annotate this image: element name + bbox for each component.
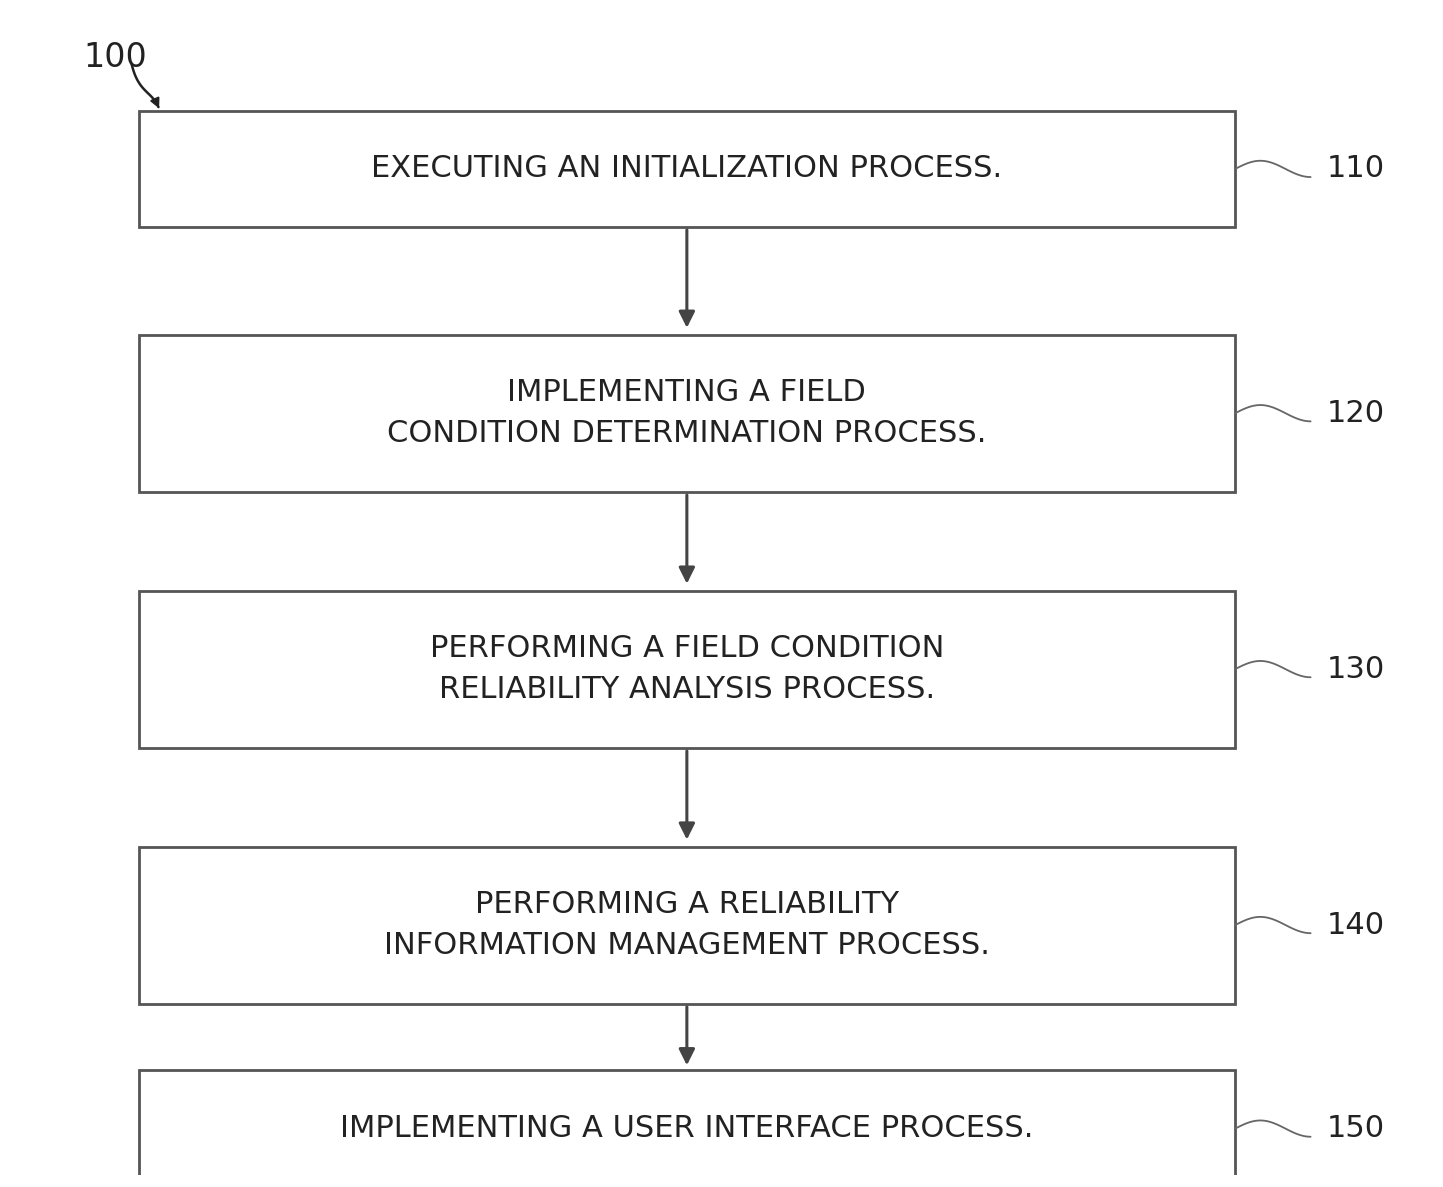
- Text: IMPLEMENTING A USER INTERFACE PROCESS.: IMPLEMENTING A USER INTERFACE PROCESS.: [341, 1115, 1033, 1143]
- Text: EXECUTING AN INITIALIZATION PROCESS.: EXECUTING AN INITIALIZATION PROCESS.: [371, 154, 1003, 184]
- Text: PERFORMING A FIELD CONDITION
RELIABILITY ANALYSIS PROCESS.: PERFORMING A FIELD CONDITION RELIABILITY…: [430, 634, 944, 704]
- Text: 100: 100: [84, 42, 147, 74]
- Text: 140: 140: [1328, 910, 1385, 940]
- Text: PERFORMING A RELIABILITY
INFORMATION MANAGEMENT PROCESS.: PERFORMING A RELIABILITY INFORMATION MAN…: [384, 890, 990, 960]
- Text: 120: 120: [1328, 399, 1385, 427]
- Text: 130: 130: [1328, 654, 1385, 684]
- Bar: [139, 846, 1235, 1003]
- Text: 150: 150: [1328, 1115, 1385, 1143]
- Bar: [139, 1071, 1235, 1187]
- Bar: [139, 335, 1235, 491]
- Bar: [139, 110, 1235, 227]
- Text: 110: 110: [1328, 154, 1385, 184]
- Bar: [139, 591, 1235, 748]
- Text: IMPLEMENTING A FIELD
CONDITION DETERMINATION PROCESS.: IMPLEMENTING A FIELD CONDITION DETERMINA…: [387, 379, 987, 447]
